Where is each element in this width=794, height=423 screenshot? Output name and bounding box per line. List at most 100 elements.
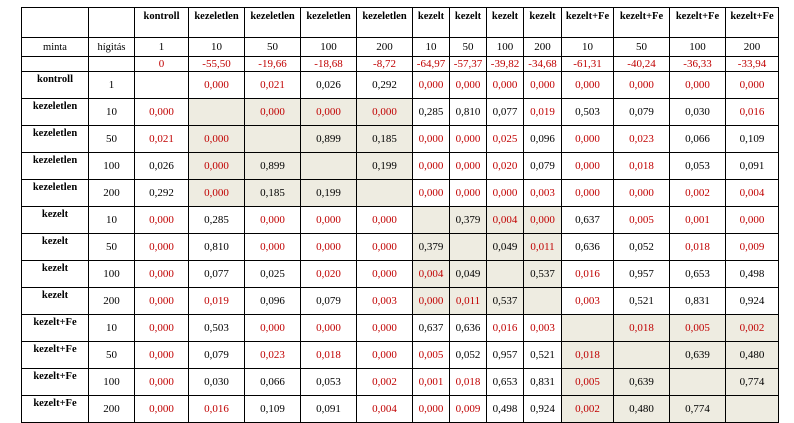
p-value-cell: 0,480 [613,395,670,423]
table-row: kezeletlen 50 0,021 0,000 0,899 0,185 0,000 0,0… [21,125,779,153]
p-value-cell: 0,292 [134,179,189,207]
header-row-dilutions: minta hígitás 1 10 50 100 200 10 50 100 200 10 50 100… [21,37,779,57]
p-value-cell: 0,000 [669,71,726,99]
column-header-dilution: 1 [134,37,189,57]
p-value-cell: 0,009 [449,395,487,423]
row-label-sample: kezeletlen [21,125,89,153]
p-value-cell: 0,653 [486,368,524,396]
mean-difference-cell: -39,82 [486,56,524,72]
p-value-cell: 0,052 [613,233,670,261]
row-label-dilution: 100 [88,368,135,396]
p-value-cell: 0,016 [188,395,245,423]
p-value-cell: 0,091 [300,395,357,423]
p-value-cell: 0,019 [523,98,562,126]
p-value-cell [561,314,614,342]
table-row: kezelt+Fe 10 0,000 0,503 0,000 0,000 0,000 0,63… [21,314,779,342]
p-value-cell: 0,000 [449,152,487,180]
p-value-cell: 0,000 [134,368,189,396]
p-value-cell: 0,018 [449,368,487,396]
p-value-cell: 0,000 [300,98,357,126]
row-label-sample: kezelt [21,233,89,261]
p-value-cell: 0,030 [188,368,245,396]
p-value-cell: 0,019 [188,287,245,315]
table-row: kezelt+Fe 200 0,000 0,016 0,109 0,091 0,004 0,0… [21,395,779,423]
p-value-cell: 0,000 [134,98,189,126]
table-row: kontroll 1 0,000 0,021 0,026 0,292 0,000 0,000 0… [21,71,779,99]
mean-difference-cell: -61,31 [561,56,614,72]
p-value-cell: 0,018 [300,341,357,369]
p-value-cell: 0,025 [486,125,524,153]
row-label-dilution: 50 [88,233,135,261]
p-value-cell: 0,001 [412,368,450,396]
p-value-cell: 0,000 [613,71,670,99]
p-value-cell: 0,005 [561,368,614,396]
p-value-cell: 0,285 [412,98,450,126]
p-value-cell: 0,000 [244,98,301,126]
table-row: kezeletlen 200 0,292 0,000 0,185 0,199 0,000 0,… [21,179,779,207]
p-value-cell: 0,000 [412,395,450,423]
table-body: kontroll kezeletlen kezeletlen kezeletlen ke… [21,7,779,423]
p-value-cell: 0,018 [613,314,670,342]
row-label-sample: kezelt+Fe [21,314,89,342]
p-value-cell [486,260,524,288]
p-value-cell: 0,636 [561,233,614,261]
p-value-cell: 0,521 [523,341,562,369]
p-value-cell: 0,000 [356,260,413,288]
table-row: kezelt 10 0,000 0,285 0,000 0,000 0,000 0,379 0,… [21,206,779,234]
column-header-treatment: kezelt+Fe [561,7,614,38]
column-header-dilution: 10 [561,37,614,57]
column-header-dilution: 50 [449,37,487,57]
p-value-cell: 0,003 [356,287,413,315]
mean-difference-cell: 0 [134,56,189,72]
p-value-cell: 0,000 [188,125,245,153]
p-value-cell: 0,079 [300,287,357,315]
p-value-cell: 0,000 [134,260,189,288]
row-label-sample: kezeletlen [21,179,89,207]
p-value-cell [669,368,726,396]
p-value-cell: 0,285 [188,206,245,234]
p-value-cell: 0,079 [613,98,670,126]
mean-difference-cell: -18,68 [300,56,357,72]
p-value-cell: 0,000 [134,233,189,261]
p-value-cell: 0,503 [561,98,614,126]
p-value-cell: 0,000 [134,314,189,342]
p-value-cell: 0,000 [412,179,450,207]
header-row-treatments: kontroll kezeletlen kezeletlen kezeletlen ke… [21,7,779,38]
p-value-cell: 0,185 [244,179,301,207]
mean-difference-cell: -33,94 [725,56,779,72]
p-value-matrix-table: kontroll kezeletlen kezeletlen kezeletlen ke… [21,7,779,423]
row-label-sample: kontroll [21,71,89,99]
p-value-cell: 0,077 [188,260,245,288]
p-value-cell: 0,002 [561,395,614,423]
p-value-cell: 0,000 [300,233,357,261]
p-value-cell: 0,639 [669,341,726,369]
row-label-dilution: 200 [88,287,135,315]
p-value-cell: 0,079 [523,152,562,180]
p-value-cell: 0,000 [134,341,189,369]
p-value-cell [188,98,245,126]
p-value-cell: 0,000 [412,125,450,153]
mean-difference-cell: -36,33 [669,56,726,72]
p-value-cell: 0,000 [613,179,670,207]
p-value-cell: 0,498 [725,260,779,288]
p-value-cell: 0,000 [356,233,413,261]
mean-difference-row: 0 -55,50 -19,66 -18,68 -8,72 -64,97 -57,37 -39,… [21,56,779,72]
p-value-cell: 0,000 [244,233,301,261]
table-row: kezeletlen 10 0,000 0,000 0,000 0,000 0,285 0,8… [21,98,779,126]
column-header-dilution: 100 [669,37,726,57]
empty-cell [88,56,135,72]
p-value-cell: 0,091 [725,152,779,180]
p-value-cell: 0,000 [561,152,614,180]
mean-difference-cell: -40,24 [613,56,670,72]
p-value-cell: 0,109 [244,395,301,423]
column-header-treatment: kezelt [449,7,487,38]
p-value-cell: 0,023 [613,125,670,153]
p-value-cell: 0,003 [561,287,614,315]
column-header-dilution: 50 [244,37,301,57]
table-row: kezelt 100 0,000 0,077 0,025 0,020 0,000 0,004 0… [21,260,779,288]
p-value-cell: 0,066 [669,125,726,153]
higitas-header: hígitás [88,37,135,57]
p-value-cell: 0,810 [449,98,487,126]
row-label-sample: kezeletlen [21,98,89,126]
row-label-dilution: 10 [88,314,135,342]
